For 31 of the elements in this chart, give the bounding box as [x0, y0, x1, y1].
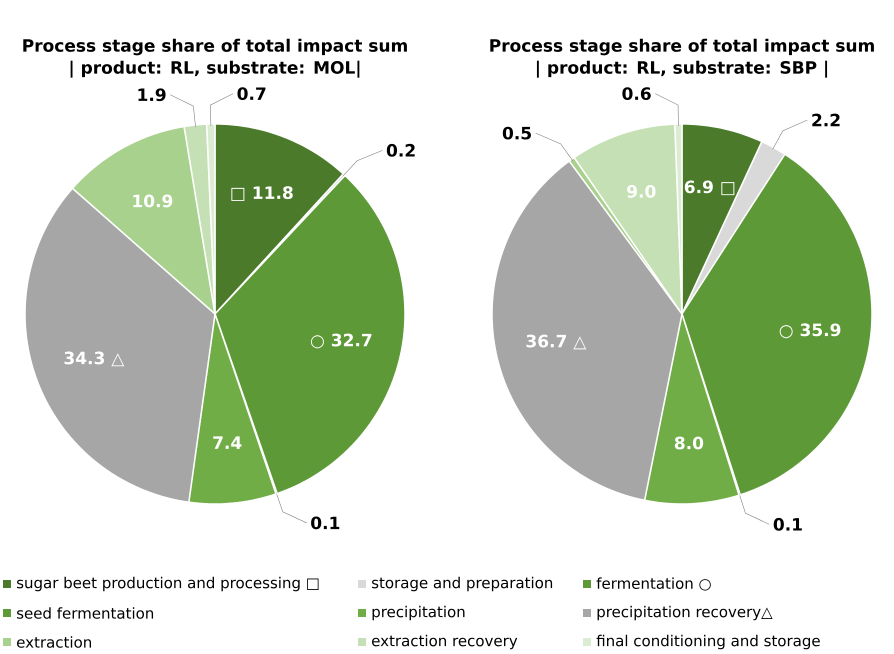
data-label: 0.1: [311, 516, 340, 530]
legend-label: extraction recovery: [372, 634, 518, 650]
data-label: 6.9 □: [684, 180, 734, 196]
data-label: 8.0: [674, 436, 704, 450]
chart-title: Process stage share of total impact sum: [23, 38, 407, 56]
legend-label: precipitation recovery△: [598, 606, 773, 620]
chart-subtitle: | product: RL, substrate: SBP |: [536, 60, 828, 78]
chart-subtitle: | product: RL, substrate: MOL|: [70, 60, 360, 78]
data-label: 0.6: [622, 87, 651, 100]
legend-label: final conditioning and storage: [596, 634, 820, 650]
data-label: 0.1: [774, 518, 802, 531]
data-label: 7.4: [213, 436, 242, 449]
legend-label: storage and preparation: [372, 576, 552, 592]
data-label: 0.2: [386, 144, 415, 157]
data-label: 2.2: [812, 114, 840, 126]
legend-label: seed fermentation: [17, 607, 154, 619]
legend-label: fermentation ○: [596, 577, 711, 591]
legend-label: sugar beet production and processing □: [17, 576, 319, 592]
data-label: 0.7: [237, 87, 266, 100]
chart-title: Process stage share of total impact sum: [490, 38, 874, 56]
data-label: 10.9: [133, 194, 172, 208]
data-label: 1.9: [138, 88, 166, 102]
data-label: 36.7 △: [526, 334, 586, 350]
data-label: ○ 32.7: [310, 334, 372, 348]
legend-label: precipitation: [372, 606, 464, 620]
data-label: ○ 35.9: [780, 323, 840, 338]
data-label: 9.0: [627, 184, 656, 198]
data-label: □ 11.8: [231, 186, 293, 201]
legend-label: extraction: [17, 636, 92, 648]
data-label: 0.5: [502, 126, 531, 140]
data-label: 34.3 △: [64, 352, 124, 366]
